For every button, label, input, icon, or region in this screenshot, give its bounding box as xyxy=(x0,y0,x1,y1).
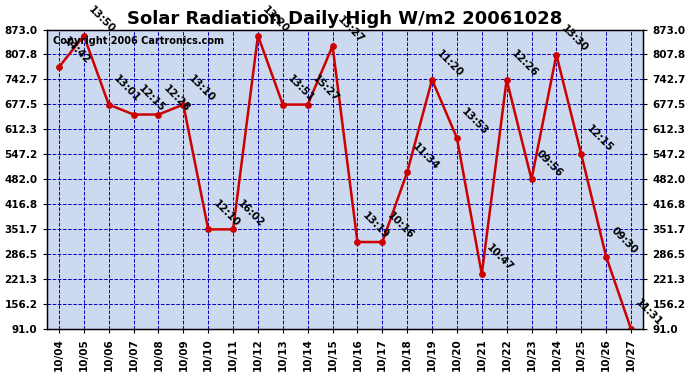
Text: 12:28: 12:28 xyxy=(161,83,192,114)
Point xyxy=(104,102,115,108)
Point xyxy=(228,226,239,232)
Point xyxy=(277,102,288,108)
Text: 13:20: 13:20 xyxy=(261,4,291,35)
Point xyxy=(203,226,214,232)
Text: 13:27: 13:27 xyxy=(335,15,366,45)
Point xyxy=(302,102,313,108)
Point xyxy=(625,326,636,332)
Point xyxy=(54,64,65,70)
Point xyxy=(551,52,562,58)
Text: 16:02: 16:02 xyxy=(236,198,266,229)
Point xyxy=(600,254,611,260)
Text: 11:31: 11:31 xyxy=(634,298,664,328)
Text: 13:30: 13:30 xyxy=(559,24,590,54)
Text: 11:20: 11:20 xyxy=(435,48,465,79)
Point xyxy=(526,176,537,182)
Text: 12:15: 12:15 xyxy=(584,123,615,154)
Point xyxy=(451,135,462,141)
Text: 13:01: 13:01 xyxy=(112,73,142,104)
Point xyxy=(79,33,90,39)
Text: 13:10: 13:10 xyxy=(186,73,217,104)
Text: 12:26: 12:26 xyxy=(509,48,540,79)
Point xyxy=(153,111,164,117)
Text: 10:16: 10:16 xyxy=(385,211,415,241)
Text: 09:30: 09:30 xyxy=(609,225,640,256)
Text: 13:50: 13:50 xyxy=(87,4,117,35)
Point xyxy=(575,152,586,157)
Point xyxy=(128,111,139,117)
Point xyxy=(426,76,437,82)
Text: 12:15: 12:15 xyxy=(137,83,167,114)
Point xyxy=(253,33,264,39)
Point xyxy=(377,239,388,245)
Text: 13:51: 13:51 xyxy=(286,73,316,104)
Text: 09:56: 09:56 xyxy=(534,148,564,178)
Text: 10:47: 10:47 xyxy=(484,243,515,273)
Text: 12:10: 12:10 xyxy=(211,198,241,229)
Point xyxy=(352,239,363,245)
Point xyxy=(501,76,512,82)
Text: 13:19: 13:19 xyxy=(360,211,391,241)
Text: Copyright 2006 Cartronics.com: Copyright 2006 Cartronics.com xyxy=(52,36,224,45)
Text: 14:42: 14:42 xyxy=(62,36,92,66)
Text: 13:53: 13:53 xyxy=(460,106,490,137)
Point xyxy=(476,271,487,277)
Point xyxy=(178,102,189,108)
Text: 11:34: 11:34 xyxy=(410,141,440,171)
Point xyxy=(327,43,338,49)
Title: Solar Radiation Daily High W/m2 20061028: Solar Radiation Daily High W/m2 20061028 xyxy=(128,10,562,28)
Text: 15:27: 15:27 xyxy=(310,73,341,104)
Point xyxy=(402,170,413,176)
